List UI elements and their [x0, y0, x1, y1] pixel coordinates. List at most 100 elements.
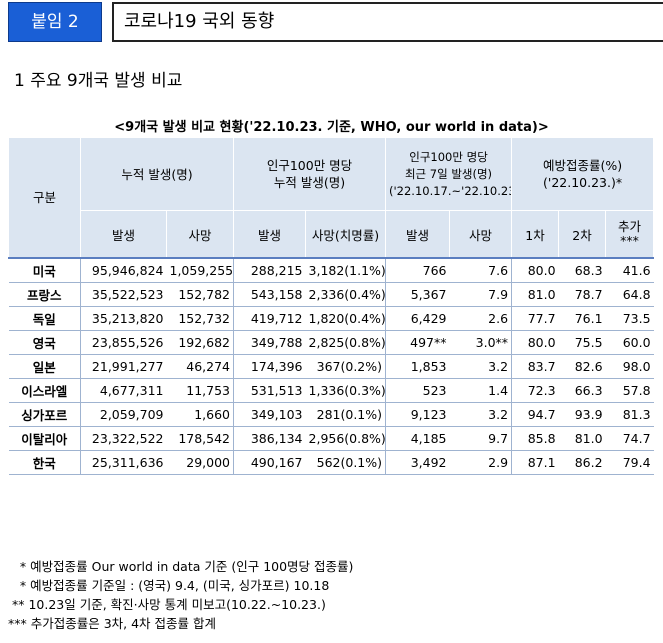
- cell-pm-deaths: 367(0.2%): [305, 354, 387, 379]
- cell-cum-cases: 23,322,522: [80, 426, 167, 451]
- cell-d2: 78.7: [558, 282, 606, 307]
- table-row: 영국 23,855,526 192,682 349,788 2,825(0.8%) 497…: [8, 330, 654, 355]
- cell-b: 79.4: [605, 450, 654, 475]
- cell-cum-deaths: 152,782: [166, 282, 235, 307]
- cell-w-deaths: 3.2: [449, 402, 513, 427]
- cell-w-deaths: 3.0**: [449, 330, 513, 355]
- table-row: 이탈리아 23,322,522 178,542 386,134 2,956(0.8%) 4…: [8, 426, 654, 451]
- cell-d2: 93.9: [558, 402, 606, 427]
- footnote: ** 10.23일 기준, 확진·사망 통계 미보고(10.22.~10.23.…: [8, 597, 326, 612]
- col-group: 구분: [8, 137, 81, 259]
- comparison-table: 구분 누적 발생(명) 인구100만 명당 누적 발생(명) 인구100만 명당…: [8, 137, 655, 475]
- cell-b: 41.6: [605, 257, 654, 283]
- cell-d2: 82.6: [558, 354, 606, 379]
- cell-pm-deaths: 562(0.1%): [305, 450, 387, 475]
- cell-pm-deaths: 2,956(0.8%): [305, 426, 387, 451]
- col-pm-deaths: 사망(치명률): [305, 210, 387, 259]
- cell-cum-cases: 35,213,820: [80, 306, 167, 331]
- cell-w-deaths: 7.9: [449, 282, 513, 307]
- country-name: 영국: [8, 330, 81, 355]
- table-caption: <9개국 발생 비교 현황('22.10.23. 기준, WHO, our wo…: [114, 120, 549, 135]
- cell-d1: 80.0: [511, 330, 559, 355]
- cell-w-deaths: 1.4: [449, 378, 513, 403]
- cell-cum-deaths: 178,542: [166, 426, 235, 451]
- cell-d1: 72.3: [511, 378, 559, 403]
- cell-w-deaths: 2.6: [449, 306, 513, 331]
- cell-b: 98.0: [605, 354, 654, 379]
- cell-w-cases: 523: [385, 378, 450, 403]
- cell-d2: 76.1: [558, 306, 606, 331]
- cell-cum-deaths: 46,274: [166, 354, 235, 379]
- cell-pm-deaths: 2,825(0.8%): [305, 330, 387, 355]
- cell-w-cases: 1,853: [385, 354, 450, 379]
- country-name: 독일: [8, 306, 81, 331]
- cell-b: 73.5: [605, 306, 654, 331]
- col-per-million: 인구100만 명당 누적 발생(명): [233, 137, 387, 211]
- country-name: 프랑스: [8, 282, 81, 307]
- page-title: 코로나19 국외 동향: [112, 2, 663, 42]
- cell-d1: 80.0: [511, 257, 559, 283]
- cell-d1: 83.7: [511, 354, 559, 379]
- col-w-cases: 발생: [385, 210, 451, 259]
- cell-cum-cases: 35,522,523: [80, 282, 167, 307]
- table-row: 싱가포르 2,059,709 1,660 349,103 281(0.1%) 9,123 3…: [8, 402, 654, 427]
- cell-d1: 87.1: [511, 450, 559, 475]
- cell-w-deaths: 9.7: [449, 426, 513, 451]
- cell-d2: 86.2: [558, 450, 606, 475]
- cell-cum-deaths: 152,732: [166, 306, 235, 331]
- section-title: 1 주요 9개국 발생 비교: [14, 71, 183, 91]
- cell-cum-deaths: 11,753: [166, 378, 235, 403]
- cell-d2: 66.3: [558, 378, 606, 403]
- cell-cum-cases: 23,855,526: [80, 330, 167, 355]
- cell-b: 81.3: [605, 402, 654, 427]
- cell-cum-cases: 21,991,277: [80, 354, 167, 379]
- country-name: 일본: [8, 354, 81, 379]
- cell-cum-cases: 4,677,311: [80, 378, 167, 403]
- footnote: * 예방접종률 Our world in data 기준 (인구 100명당 접…: [8, 559, 354, 574]
- cell-d1: 77.7: [511, 306, 559, 331]
- cell-pm-cases: 543,158: [233, 282, 306, 307]
- cell-cum-deaths: 29,000: [166, 450, 235, 475]
- col-booster: 추가 ***: [605, 210, 655, 259]
- col-cumulative: 누적 발생(명): [79, 137, 235, 211]
- footnote: *** 추가접종률은 3차, 4차 접종률 합계: [8, 616, 216, 631]
- country-name: 한국: [8, 450, 81, 475]
- country-name: 미국: [8, 257, 81, 283]
- cell-pm-cases: 174,396: [233, 354, 306, 379]
- cell-cum-deaths: 1,059,255: [166, 257, 235, 283]
- cell-pm-cases: 349,103: [233, 402, 306, 427]
- cell-d1: 81.0: [511, 282, 559, 307]
- cell-pm-cases: 349,788: [233, 330, 306, 355]
- cell-w-cases: 4,185: [385, 426, 450, 451]
- page-header: 붙임 2 코로나19 국외 동향: [8, 2, 663, 42]
- cell-w-cases: 9,123: [385, 402, 450, 427]
- col-dose1: 1차: [511, 210, 560, 259]
- cell-b: 57.8: [605, 378, 654, 403]
- cell-w-deaths: 7.6: [449, 257, 513, 283]
- cell-w-cases: 766: [385, 257, 450, 283]
- table-row: 이스라엘 4,677,311 11,753 531,513 1,336(0.3%) 523…: [8, 378, 654, 403]
- col-pm-cases: 발생: [233, 210, 307, 259]
- cell-pm-cases: 288,215: [233, 257, 306, 283]
- cell-d2: 68.3: [558, 257, 606, 283]
- cell-w-cases: 6,429: [385, 306, 450, 331]
- col-cases: 발생: [80, 210, 167, 259]
- cell-pm-cases: 419,712: [233, 306, 306, 331]
- cell-d2: 81.0: [558, 426, 606, 451]
- col-dose2: 2차: [558, 210, 607, 259]
- country-name: 싱가포르: [8, 402, 81, 427]
- attachment-badge: 붙임 2: [8, 2, 102, 42]
- cell-cum-cases: 95,946,824: [80, 257, 167, 283]
- cell-pm-deaths: 1,820(0.4%): [305, 306, 387, 331]
- footnotes: * 예방접종률 Our world in data 기준 (인구 100명당 접…: [8, 557, 353, 633]
- cell-cum-cases: 25,311,636: [80, 450, 167, 475]
- table-row: 한국 25,311,636 29,000 490,167 562(0.1%) 3,492 2…: [8, 450, 654, 475]
- cell-pm-cases: 531,513: [233, 378, 306, 403]
- cell-b: 60.0: [605, 330, 654, 355]
- cell-pm-deaths: 2,336(0.4%): [305, 282, 387, 307]
- cell-pm-deaths: 1,336(0.3%): [305, 378, 387, 403]
- col-deaths: 사망: [165, 210, 235, 259]
- table-row: 일본 21,991,277 46,274 174,396 367(0.2%) 1,853 3…: [8, 354, 654, 379]
- cell-b: 64.8: [605, 282, 654, 307]
- cell-d2: 75.5: [558, 330, 606, 355]
